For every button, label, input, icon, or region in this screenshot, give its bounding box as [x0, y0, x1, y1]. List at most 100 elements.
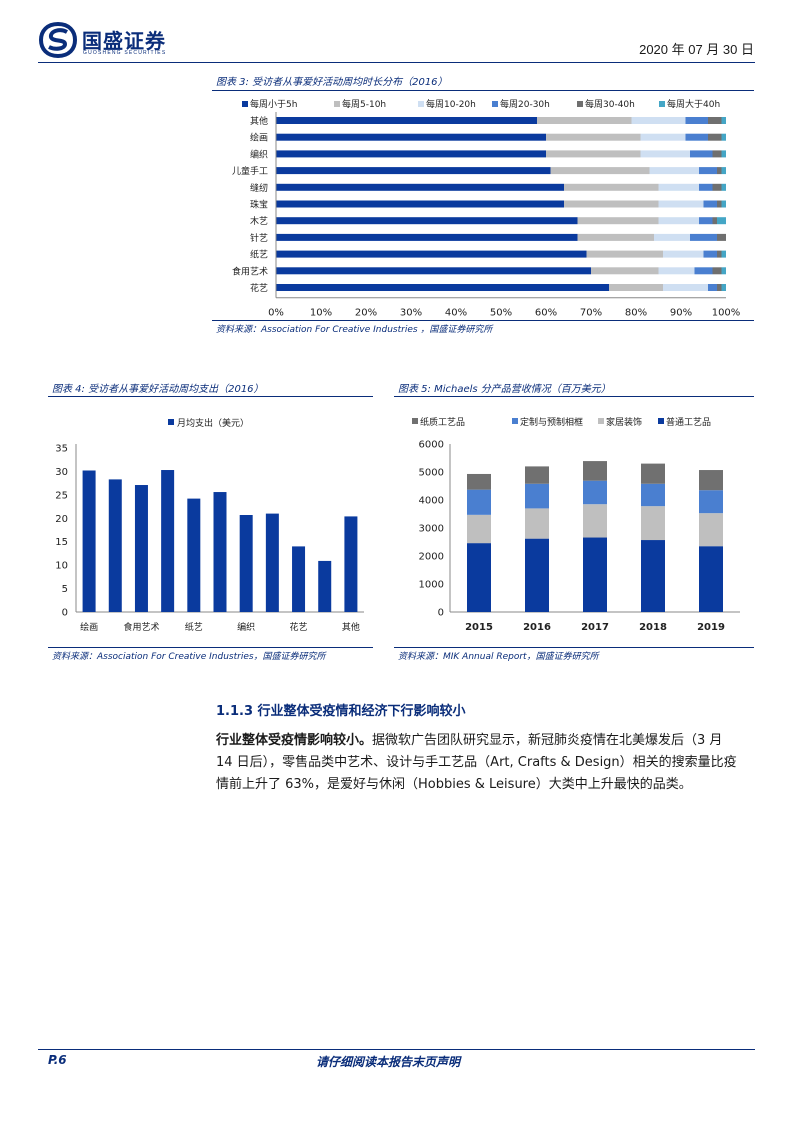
x-tick-label-1: 10%	[310, 308, 332, 319]
fig5-source: 资料来源：MIK Annual Report，国盛证券研究所	[398, 652, 599, 662]
logo-icon	[38, 22, 78, 58]
bar-segment-0-2	[467, 514, 491, 544]
disclaimer-notice: 请仔细阅读本报告末页声明	[316, 1055, 461, 1069]
bar-segment-7-4	[717, 233, 726, 241]
bar-segment-8-0	[276, 250, 587, 258]
bar-segment-7-0	[276, 233, 578, 241]
bar-5	[213, 492, 227, 612]
header-rule	[38, 62, 755, 63]
bar-segment-0-4	[708, 117, 722, 124]
legend-swatch-0	[242, 101, 248, 107]
y-tick-label-0: 0	[438, 608, 444, 619]
bar-segment-2-5	[721, 150, 726, 158]
header: 国盛证券 GUOSHENG SECURITIES 2020 年 07 月 30 …	[38, 20, 754, 62]
y-tick-label-5: 25	[55, 490, 68, 501]
bar-segment-5-4	[717, 200, 722, 208]
category-label-8: 纸艺	[250, 249, 268, 261]
legend-label-5: 每周大于40h	[667, 98, 720, 110]
fig3-title-rule	[212, 90, 754, 91]
bar-segment-3-2	[649, 167, 699, 175]
fig5-source-rule	[394, 647, 754, 648]
bar-segment-3-5	[721, 167, 726, 175]
report-date: 2020 年 07 月 30 日	[639, 42, 754, 57]
y-tick-label-1: 1000	[419, 580, 444, 591]
bar-1	[108, 479, 122, 612]
x-tick-label-2: 20%	[355, 308, 377, 319]
x-tick-label-10: 100%	[712, 308, 741, 319]
x-tick-label-1: 2016	[523, 622, 551, 633]
bar-segment-8-3	[703, 250, 717, 258]
y-tick-label-3: 3000	[419, 524, 444, 535]
bar-segment-2-1	[583, 480, 607, 505]
fig4-chart: 月均支出（美元） 0 5 10 15 20 25 30 35 绘画 食用艺术 纸艺 编织 花艺 其他	[55, 417, 364, 633]
bar-segment-9-0	[276, 267, 591, 275]
legend-label-4: 每周30-40h	[585, 98, 635, 110]
fig5-chart: 纸质工艺品 定制与预制相框 家居装饰 普通工艺品 0 1000 2000 3000 4000 50…	[412, 416, 740, 633]
bar-segment-3-1	[550, 167, 650, 175]
bar-segment-6-5	[717, 217, 726, 225]
bar-segment-2-1	[546, 150, 641, 158]
bar-segment-3-1	[641, 483, 665, 507]
section-paragraph: 行业整体受疫情影响较小。据微软广告团队研究显示，新冠肺炎疫情在北美爆发后（3 月…	[216, 730, 756, 796]
y-tick-label-0: 0	[62, 608, 68, 619]
category-label-0: 其他	[250, 115, 268, 127]
bar-segment-7-1	[577, 233, 654, 241]
bar-3	[161, 470, 175, 612]
x-tick-label-3: 编织	[237, 621, 255, 633]
y-tick-label-7: 35	[55, 444, 68, 455]
bar-segment-1-4	[708, 133, 722, 141]
brand-subtitle: GUOSHENG SECURITIES	[83, 50, 167, 56]
legend-swatch-5	[659, 101, 665, 107]
category-label-10: 花艺	[250, 282, 268, 294]
bar-segment-6-3	[699, 217, 713, 225]
y-tick-label-6: 30	[55, 467, 68, 478]
bar-segment-4-4	[712, 183, 722, 191]
x-tick-label-2: 纸艺	[185, 621, 203, 633]
fig4-title-rule	[48, 396, 373, 397]
paragraph-lead: 行业整体受疫情影响较小。	[216, 733, 373, 748]
bar-segment-4-2	[699, 513, 723, 547]
bar-segment-3-3	[699, 167, 717, 175]
bar-segment-5-5	[721, 200, 726, 208]
legend-label-0: 纸质工艺品	[420, 416, 465, 428]
bar-segment-0-0	[276, 117, 537, 124]
bar-segment-4-0	[699, 470, 723, 491]
y-tick-label-6: 6000	[419, 440, 444, 451]
y-tick-label-5: 5000	[419, 468, 444, 479]
y-tick-label-4: 20	[55, 514, 68, 525]
fig3-title: 图表 3: 受访者从事爱好活动周均时长分布（2016）	[216, 77, 448, 88]
bar-segment-2-0	[276, 150, 546, 158]
y-tick-label-2: 2000	[419, 552, 444, 563]
category-label-6: 木艺	[250, 215, 268, 227]
bar-segment-4-1	[699, 490, 723, 514]
y-tick-label-4: 4000	[419, 496, 444, 507]
category-label-7: 针艺	[250, 232, 268, 244]
bar-segment-2-2	[640, 150, 690, 158]
bar-9	[318, 560, 332, 612]
bar-segment-3-0	[641, 463, 665, 484]
bar-segment-4-5	[721, 183, 726, 191]
bar-0	[82, 470, 96, 612]
bar-segment-9-1	[591, 267, 659, 275]
bar-segment-2-0	[583, 461, 607, 481]
x-tick-label-2: 2017	[581, 622, 609, 633]
bar-segment-0-2	[631, 117, 686, 124]
category-label-9: 食用艺术	[232, 265, 268, 277]
legend-label-2: 家居装饰	[606, 416, 642, 428]
bar-segment-1-3	[525, 538, 549, 612]
bar-segment-10-5	[721, 284, 726, 291]
footer-rule	[38, 1049, 755, 1050]
bar-segment-10-1	[609, 284, 663, 291]
bar-segment-6-4	[712, 217, 717, 225]
bar-segment-8-2	[663, 250, 704, 258]
fig3-source: 资料来源：Association For Creative Industries…	[216, 325, 493, 335]
bar-segment-2-2	[583, 504, 607, 538]
legend-swatch-1	[334, 101, 340, 107]
bar-8	[292, 546, 306, 612]
bar-segment-1-0	[525, 466, 549, 484]
paragraph-line-3: 情前上升了 63%，是爱好与休闲（Hobbies & Leisure）大类中上升…	[216, 777, 692, 792]
x-tick-label-1: 食用艺术	[123, 621, 159, 633]
legend-label: 月均支出（美元）	[177, 417, 249, 429]
x-tick-label-8: 80%	[625, 308, 647, 319]
bar-segment-6-0	[276, 217, 578, 225]
